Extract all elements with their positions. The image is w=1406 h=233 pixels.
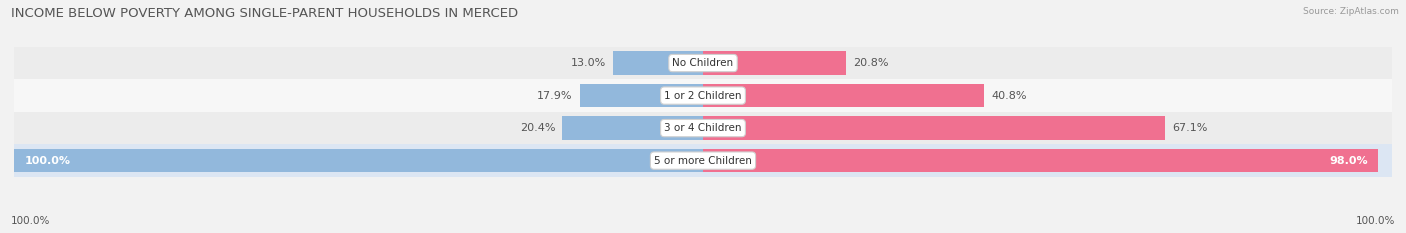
Bar (14, 149, 703, 172)
Text: 100.0%: 100.0% (24, 156, 70, 166)
Bar (14, 47, 1392, 79)
Bar (14, 112, 1392, 144)
Text: 1 or 2 Children: 1 or 2 Children (664, 91, 742, 101)
Text: 3 or 4 Children: 3 or 4 Children (664, 123, 742, 133)
Bar (703, 51, 846, 75)
Text: 17.9%: 17.9% (537, 91, 572, 101)
Text: 67.1%: 67.1% (1173, 123, 1208, 133)
Text: 20.8%: 20.8% (853, 58, 889, 68)
Bar (14, 79, 1392, 112)
Bar (613, 51, 703, 75)
Bar (14, 144, 1392, 177)
Text: 20.4%: 20.4% (520, 123, 555, 133)
Text: 13.0%: 13.0% (571, 58, 606, 68)
Text: INCOME BELOW POVERTY AMONG SINGLE-PARENT HOUSEHOLDS IN MERCED: INCOME BELOW POVERTY AMONG SINGLE-PARENT… (11, 7, 519, 20)
Text: 100.0%: 100.0% (1355, 216, 1395, 226)
Bar (703, 84, 984, 107)
Text: 100.0%: 100.0% (11, 216, 51, 226)
Text: 40.8%: 40.8% (991, 91, 1026, 101)
Text: 5 or more Children: 5 or more Children (654, 156, 752, 166)
Bar (579, 84, 703, 107)
Bar (703, 149, 1378, 172)
Bar (703, 116, 1166, 140)
Bar (562, 116, 703, 140)
Text: 98.0%: 98.0% (1329, 156, 1368, 166)
Text: Source: ZipAtlas.com: Source: ZipAtlas.com (1303, 7, 1399, 16)
Text: No Children: No Children (672, 58, 734, 68)
